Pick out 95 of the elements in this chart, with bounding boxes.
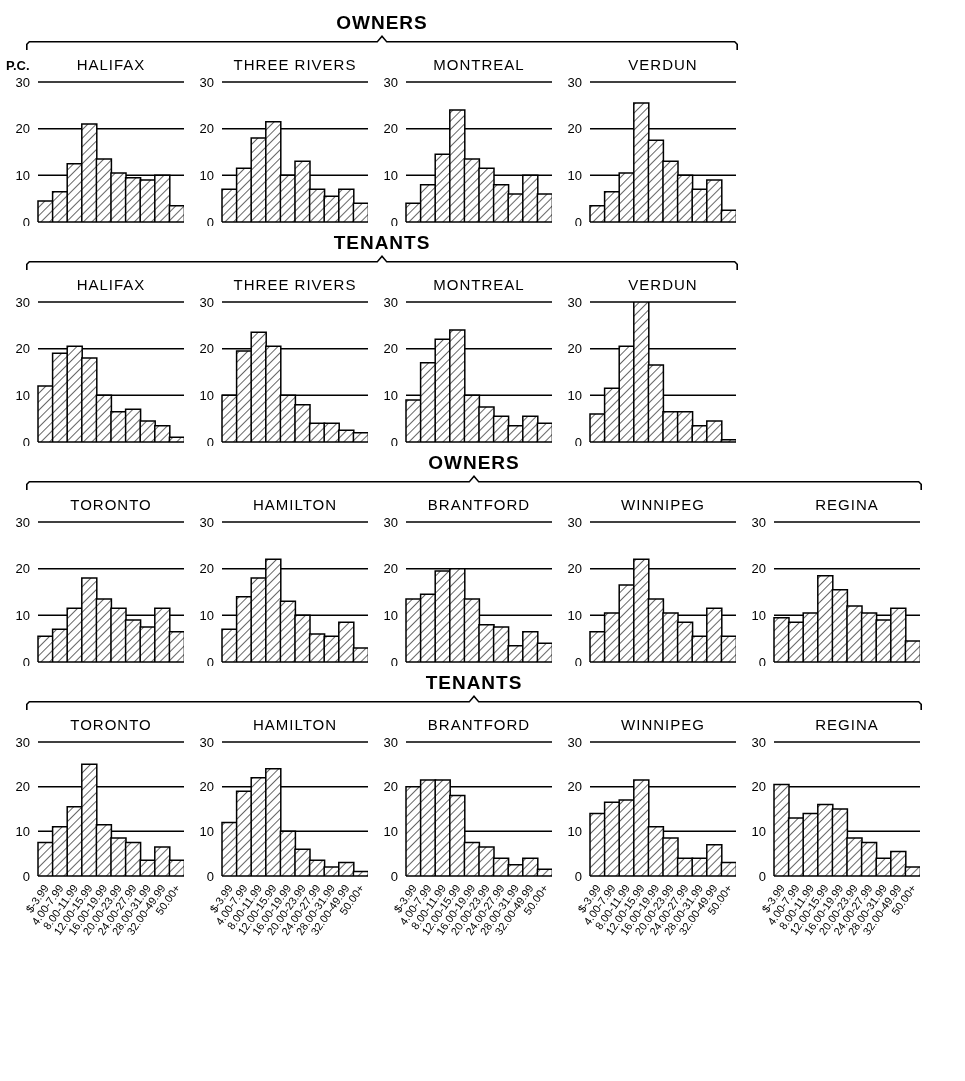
chart-title: TORONTO [69, 716, 153, 735]
y-tick-label: 20 [15, 121, 30, 137]
y-tick-label: 0 [574, 434, 582, 450]
chart-title: VERDUN [627, 276, 699, 295]
text: OWNERS [427, 452, 521, 474]
chart-title: REGINA [814, 716, 880, 735]
y-tick-label: 10 [199, 167, 214, 183]
y-axis-title: P.C. [6, 58, 30, 73]
y-tick-label: 30 [751, 734, 766, 750]
y-tick-label: 30 [15, 734, 30, 750]
y-tick-label: 30 [199, 294, 214, 310]
y-tick-label: 0 [758, 654, 766, 670]
y-tick-label: 10 [15, 607, 30, 623]
y-tick-label: 30 [567, 734, 582, 750]
y-tick-label: 20 [383, 341, 398, 357]
chart-title: BRANTFORD [426, 496, 532, 515]
y-tick-label: 0 [390, 654, 398, 670]
y-tick-label: 10 [567, 823, 582, 839]
text: OWNERS [335, 12, 429, 34]
y-tick-label: 0 [574, 654, 582, 670]
y-tick-label: 10 [199, 607, 214, 623]
y-tick-label: 10 [383, 823, 398, 839]
y-tick-label: 20 [199, 779, 214, 795]
y-tick-label: 20 [199, 561, 214, 577]
y-tick-label: 20 [567, 341, 582, 357]
chart-title: HALIFAX [75, 56, 147, 75]
chart-title: THREE RIVERS [232, 276, 358, 295]
y-tick-label: 20 [199, 341, 214, 357]
y-tick-label: 30 [15, 74, 30, 90]
y-tick-label: 30 [567, 514, 582, 530]
y-tick-label: 0 [206, 868, 214, 884]
y-tick-label: 0 [758, 868, 766, 884]
y-tick-label: 30 [199, 74, 214, 90]
chart-title: MONTREAL [432, 276, 526, 295]
y-tick-label: 0 [390, 214, 398, 230]
y-tick-label: 10 [383, 387, 398, 403]
y-tick-label: 10 [567, 607, 582, 623]
y-tick-label: 20 [15, 561, 30, 577]
chart-title: VERDUN [627, 56, 699, 75]
y-tick-label: 20 [751, 779, 766, 795]
chart-title: REGINA [814, 496, 880, 515]
y-tick-label: 20 [383, 779, 398, 795]
y-tick-label: 10 [199, 823, 214, 839]
y-tick-label: 0 [390, 434, 398, 450]
chart-title: BRANTFORD [426, 716, 532, 735]
y-tick-label: 30 [383, 294, 398, 310]
y-tick-label: 10 [567, 387, 582, 403]
chart-title: MONTREAL [432, 56, 526, 75]
y-tick-label: 30 [15, 294, 30, 310]
y-tick-label: 10 [15, 387, 30, 403]
y-tick-label: 20 [567, 561, 582, 577]
y-tick-label: 10 [383, 167, 398, 183]
chart-title: HAMILTON [251, 716, 339, 735]
y-tick-label: 20 [15, 779, 30, 795]
y-tick-label: 30 [199, 734, 214, 750]
y-tick-label: 20 [383, 561, 398, 577]
y-tick-label: 0 [390, 868, 398, 884]
y-tick-label: 0 [206, 654, 214, 670]
text: TENANTS [332, 232, 432, 254]
chart-title: WINNIPEG [620, 496, 706, 515]
y-tick-label: 10 [15, 823, 30, 839]
y-tick-label: 10 [751, 823, 766, 839]
y-tick-label: 10 [15, 167, 30, 183]
y-tick-label: 30 [383, 514, 398, 530]
y-tick-label: 0 [206, 214, 214, 230]
y-tick-label: 0 [574, 868, 582, 884]
y-tick-label: 10 [567, 167, 582, 183]
chart-title: TORONTO [69, 496, 153, 515]
y-tick-label: 20 [567, 121, 582, 137]
text: TENANTS [424, 672, 524, 694]
y-tick-label: 30 [567, 294, 582, 310]
y-tick-label: 30 [751, 514, 766, 530]
y-tick-label: 0 [22, 868, 30, 884]
y-tick-label: 20 [199, 121, 214, 137]
y-tick-label: 0 [574, 214, 582, 230]
y-tick-label: 30 [15, 514, 30, 530]
y-tick-label: 10 [751, 607, 766, 623]
y-tick-label: 30 [383, 74, 398, 90]
y-tick-label: 0 [22, 214, 30, 230]
chart-title: THREE RIVERS [232, 56, 358, 75]
y-tick-label: 0 [206, 434, 214, 450]
y-tick-label: 20 [15, 341, 30, 357]
chart-title: WINNIPEG [620, 716, 706, 735]
y-tick-label: 20 [383, 121, 398, 137]
y-tick-label: 10 [199, 387, 214, 403]
chart-title: HAMILTON [251, 496, 339, 515]
y-tick-label: 10 [383, 607, 398, 623]
chart-title: HALIFAX [75, 276, 147, 295]
y-tick-label: 20 [567, 779, 582, 795]
y-tick-label: 0 [22, 434, 30, 450]
y-tick-label: 20 [751, 561, 766, 577]
y-tick-label: 30 [199, 514, 214, 530]
y-tick-label: 30 [567, 74, 582, 90]
y-tick-label: 0 [22, 654, 30, 670]
y-tick-label: 30 [383, 734, 398, 750]
